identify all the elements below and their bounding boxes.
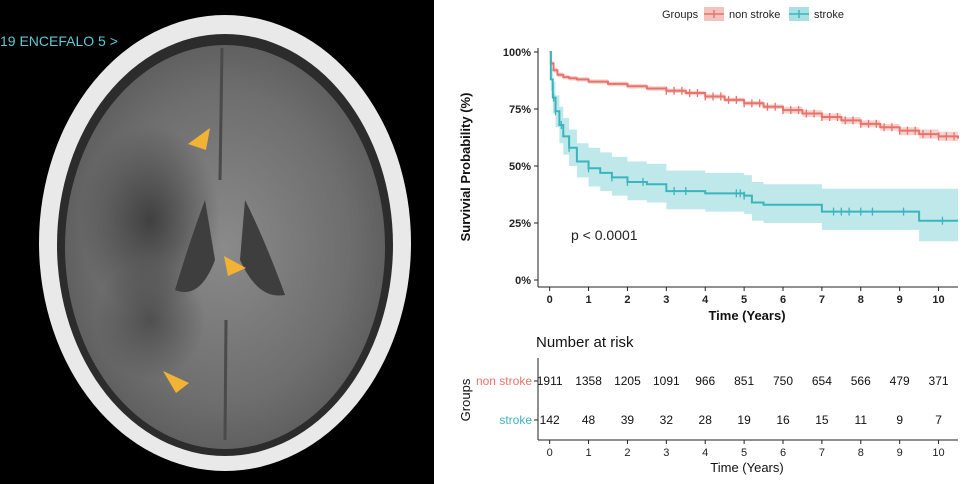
y-tick-label: 100% — [503, 47, 531, 59]
axial-brain-ct — [39, 15, 411, 471]
risk-cell-non-stroke: 371 — [929, 374, 949, 388]
risk-x-tick-label: 8 — [858, 447, 864, 459]
risk-x-tick-label: 3 — [663, 447, 669, 459]
risk-cell-stroke: 16 — [776, 413, 790, 427]
km-y-axis-label: Survivial Probability (%) — [458, 93, 473, 242]
risk-cell-stroke: 32 — [660, 413, 674, 427]
x-tick-label: 7 — [819, 294, 825, 306]
risk-row-label-stroke: stroke — [499, 413, 532, 427]
ct-scan-image: 19 ENCEFALO 5 > — [0, 0, 434, 484]
risk-cell-stroke: 48 — [582, 413, 596, 427]
risk-x-tick-label: 1 — [585, 447, 591, 459]
legend-title: Groups — [662, 9, 699, 21]
ci-band-stroke — [549, 52, 958, 242]
legend: Groups non stroke stroke — [662, 7, 844, 21]
risk-row-label-non-stroke: non stroke — [476, 374, 532, 388]
risk-cell-non-stroke: 566 — [851, 374, 871, 388]
x-tick-label: 5 — [741, 294, 747, 306]
risk-x-tick-label: 9 — [897, 447, 903, 459]
risk-cell-stroke: 19 — [737, 413, 751, 427]
risk-cell-non-stroke: 479 — [890, 374, 910, 388]
survival-figure: Groups non stroke stroke 0%25%50%75%100%0… — [458, 7, 959, 475]
x-tick-label: 10 — [932, 294, 944, 306]
risk-cell-non-stroke: 851 — [734, 374, 754, 388]
km-x-axis-label: Time (Years) — [708, 308, 785, 323]
x-tick-label: 3 — [663, 294, 669, 306]
risk-x-tick-label: 6 — [780, 447, 786, 459]
p-value-annotation: p < 0.0001 — [571, 227, 638, 243]
y-tick-label: 25% — [509, 218, 531, 230]
risk-x-tick-label: 4 — [702, 447, 708, 459]
risk-cell-stroke: 39 — [621, 413, 635, 427]
legend-label: non stroke — [729, 9, 780, 21]
risk-cell-non-stroke: 1358 — [575, 374, 602, 388]
arrowhead-marker-1 — [188, 128, 210, 150]
ct-series-label: 19 ENCEFALO 5 > — [0, 33, 118, 49]
x-tick-label: 1 — [585, 294, 591, 306]
km-plot: 0% 25% 50% 75% 100% 0 1 2 3 4 5 6 7 8 9 10 p < 0.0001 S… — [458, 47, 959, 323]
risk-table-x-label: Time (Years) — [710, 460, 783, 475]
risk-cell-non-stroke: 1911 — [537, 374, 563, 388]
risk-table: Number at risk Groups non stroke 1911 1358… — [458, 334, 958, 475]
risk-cell-non-stroke: 1091 — [653, 374, 680, 388]
risk-cell-non-stroke: 750 — [773, 374, 793, 388]
risk-cell-stroke: 28 — [699, 413, 713, 427]
risk-x-tick-label: 5 — [741, 447, 747, 459]
risk-cell-stroke: 15 — [815, 413, 829, 427]
risk-cell-stroke: 142 — [540, 413, 560, 427]
y-tick-label: 50% — [509, 161, 531, 173]
risk-x-tick-label: 2 — [624, 447, 630, 459]
risk-x-tick-label: 0 — [547, 447, 553, 459]
x-tick-label: 6 — [780, 294, 786, 306]
risk-cell-non-stroke: 654 — [812, 374, 832, 388]
risk-cell-stroke: 7 — [935, 413, 942, 427]
legend-label: stroke — [814, 9, 844, 21]
x-tick-label: 4 — [702, 294, 709, 306]
left-ventricle — [175, 200, 215, 292]
arrowhead-marker-2 — [224, 256, 246, 276]
risk-table-y-label: Groups — [458, 378, 473, 421]
risk-cell-stroke: 11 — [855, 413, 868, 427]
risk-cell-stroke: 9 — [896, 413, 903, 427]
x-tick-label: 0 — [547, 294, 553, 306]
risk-x-tick-label: 7 — [819, 447, 825, 459]
ci-band-non-stroke — [549, 52, 958, 144]
legend-item-stroke: stroke — [789, 7, 844, 21]
risk-cell-non-stroke: 1205 — [614, 374, 641, 388]
x-tick-label: 9 — [897, 294, 903, 306]
risk-cell-non-stroke: 966 — [695, 374, 715, 388]
right-ventricle — [240, 200, 285, 296]
falx — [218, 47, 228, 441]
risk-x-tick-label: 10 — [932, 447, 944, 459]
risk-table-title: Number at risk — [536, 334, 634, 351]
x-tick-label: 2 — [624, 294, 630, 306]
arrowhead-marker-3 — [163, 371, 189, 393]
y-tick-label: 0% — [515, 275, 531, 287]
legend-item-non-stroke: non stroke — [704, 7, 780, 21]
y-tick-label: 75% — [509, 104, 531, 116]
x-tick-label: 8 — [858, 294, 864, 306]
